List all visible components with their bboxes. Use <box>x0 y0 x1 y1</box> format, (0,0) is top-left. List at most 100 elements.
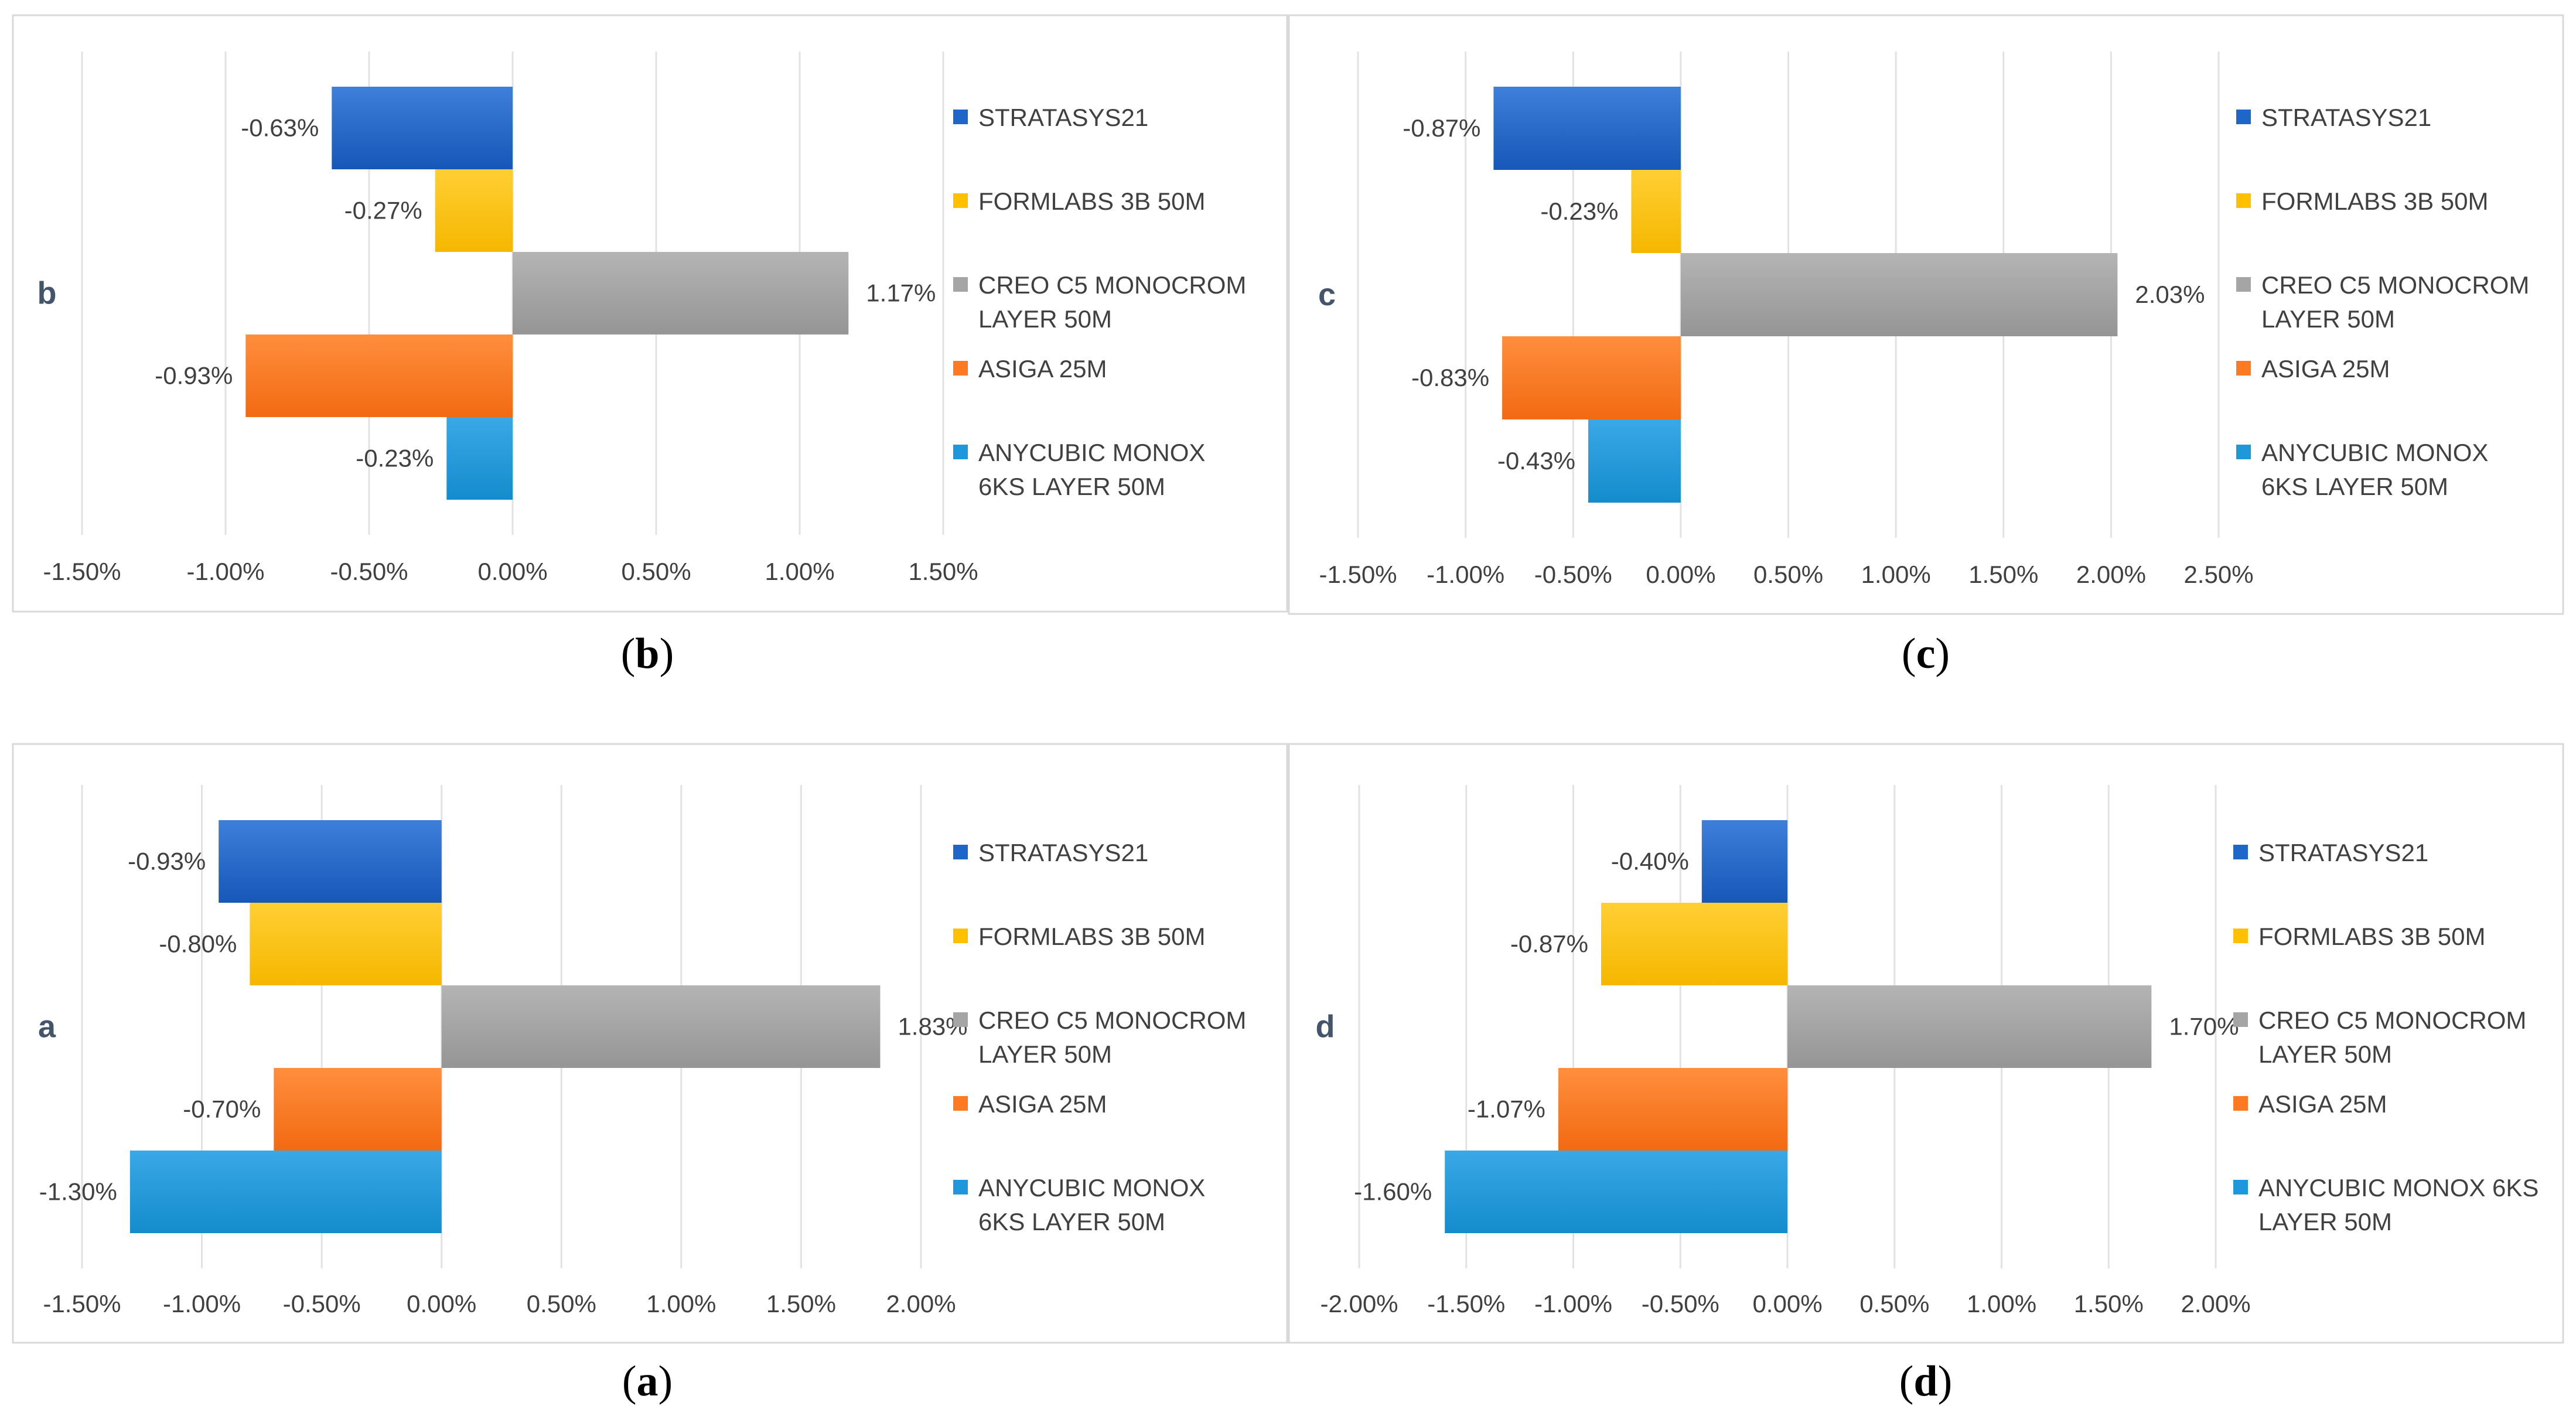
x-tick-label: 0.50% <box>621 558 691 585</box>
legend-entry: ASIGA 25M <box>978 1090 1107 1118</box>
bar-asiga-25m <box>274 1068 442 1151</box>
legend-entry: LAYER 50M <box>2261 305 2395 333</box>
legend-swatch <box>953 110 968 124</box>
legend-swatch <box>2236 445 2251 459</box>
bar-formlabs-3b-50m <box>435 169 513 252</box>
panel-letter: c <box>1318 277 1336 312</box>
legend-swatch <box>953 1180 968 1194</box>
x-tick-label: 2.00% <box>2181 1290 2250 1318</box>
legend-swatch <box>953 193 968 208</box>
x-tick-label: -1.00% <box>1534 1290 1612 1318</box>
legend-entry: CREO C5 MONOCROM <box>2258 1006 2526 1034</box>
bar-anycubic-monox-6ks-layer-50m <box>129 1151 442 1233</box>
legend-swatch <box>2233 1096 2248 1111</box>
legend-entry: ASIGA 25M <box>2261 355 2390 383</box>
data-label: -0.40% <box>1611 848 1689 875</box>
bar-stratasys21 <box>1493 87 1681 170</box>
x-tick-label: 0.00% <box>407 1290 476 1318</box>
x-tick-label: 1.50% <box>2074 1290 2144 1318</box>
legend-swatch <box>2236 110 2251 124</box>
legend-entry: STRATASYS21 <box>978 104 1148 131</box>
x-tick-label: -1.00% <box>163 1290 241 1318</box>
data-label: -1.07% <box>1468 1095 1545 1123</box>
bar-anycubic-monox-6ks-layer-50m <box>1445 1151 1787 1233</box>
x-tick-label: -1.50% <box>1319 561 1397 588</box>
panel-caption: (b) <box>621 630 674 678</box>
bar-creo-c5-monocrom-layer-50m <box>1680 253 2118 336</box>
bar-asiga-25m <box>1502 336 1681 419</box>
legend-swatch <box>2233 929 2248 943</box>
bar-anycubic-monox-6ks-layer-50m <box>446 417 513 500</box>
legend-entry: LAYER 50M <box>2258 1040 2392 1068</box>
legend-entry: STRATASYS21 <box>2258 839 2428 866</box>
data-label: -0.70% <box>183 1095 261 1123</box>
data-label: -0.93% <box>128 848 206 875</box>
chart-panel-b: -1.50% -1.00% -0.50% 0.00% 0.50% 1.00% 1.50% -0… <box>12 14 1288 678</box>
legend-swatch <box>2233 845 2248 859</box>
legend-entry: STRATASYS21 <box>978 839 1148 866</box>
data-label: -0.83% <box>1411 364 1489 391</box>
legend-entry: CREO C5 MONOCROM <box>978 1006 1246 1034</box>
data-label: 1.17% <box>866 279 936 307</box>
legend-swatch <box>953 277 968 292</box>
chart-panel-c: -1.50% -1.00% -0.50% 0.00% 0.50% 1.00% 1.50% 2.… <box>1288 14 2564 678</box>
x-tick-label: 2.00% <box>2076 561 2146 588</box>
legend-entry: LAYER 50M <box>2258 1208 2392 1235</box>
x-tick-label: 0.50% <box>527 1290 596 1318</box>
bar-creo-c5-monocrom-layer-50m <box>1787 985 2152 1068</box>
data-label: -0.63% <box>241 114 319 142</box>
legend-swatch <box>2233 1012 2248 1027</box>
legend-entry: STRATASYS21 <box>2261 104 2431 131</box>
legend-swatch <box>2233 1180 2248 1194</box>
data-label: -0.43% <box>1497 447 1575 475</box>
bar-stratasys21 <box>219 820 442 903</box>
legend-entry: CREO C5 MONOCROM <box>978 271 1246 299</box>
data-label: -1.30% <box>39 1178 117 1206</box>
legend-entry: FORMLABS 3B 50M <box>2258 923 2485 950</box>
bar-formlabs-3b-50m <box>250 903 442 985</box>
bar-creo-c5-monocrom-layer-50m <box>513 252 849 335</box>
legend-entry: 6KS LAYER 50M <box>2261 473 2448 500</box>
x-tick-label: 1.00% <box>646 1290 716 1318</box>
data-label: -0.87% <box>1403 114 1480 142</box>
legend-entry: ANYCUBIC MONOX <box>978 1174 1205 1202</box>
legend-swatch <box>2236 361 2251 376</box>
legend-swatch <box>2236 277 2251 292</box>
x-tick-label: 0.00% <box>477 558 547 585</box>
chart-panel-d: -2.00% -1.50% -1.00% -0.50% 0.00% 0.50% 1.00% 1… <box>1288 743 2564 1405</box>
x-tick-label: 1.50% <box>766 1290 836 1318</box>
x-tick-label: 2.00% <box>886 1290 956 1318</box>
x-tick-label: -1.50% <box>43 1290 121 1318</box>
legend-entry: LAYER 50M <box>978 305 1112 333</box>
bar-creo-c5-monocrom-layer-50m <box>441 985 881 1068</box>
x-tick-label: 0.00% <box>1752 1290 1822 1318</box>
data-label: -0.87% <box>1510 930 1588 958</box>
data-label: -0.27% <box>344 197 422 224</box>
legend-entry: FORMLABS 3B 50M <box>978 187 1205 215</box>
data-label: 2.03% <box>2135 281 2205 308</box>
legend-entry: ANYCUBIC MONOX 6KS <box>2258 1174 2539 1202</box>
x-tick-label: 1.00% <box>765 558 834 585</box>
panel-letter: b <box>37 276 57 311</box>
x-tick-label: -0.50% <box>1642 1290 1719 1318</box>
legend-swatch <box>953 929 968 943</box>
data-label: -1.60% <box>1354 1178 1432 1206</box>
legend-swatch <box>2236 193 2251 208</box>
x-tick-label: 2.50% <box>2183 561 2253 588</box>
chart-panel-a: -1.50% -1.00% -0.50% 0.00% 0.50% 1.00% 1.50% 2.… <box>12 743 1288 1405</box>
legend-entry: FORMLABS 3B 50M <box>2261 187 2488 215</box>
data-label: -0.23% <box>356 445 434 472</box>
legend-swatch <box>953 1096 968 1111</box>
legend-entry: ANYCUBIC MONOX <box>2261 439 2488 466</box>
x-tick-label: 1.00% <box>1967 1290 2036 1318</box>
panel-caption: (c) <box>1902 630 1950 678</box>
legend-entry: ASIGA 25M <box>2258 1090 2387 1118</box>
legend-entry: 6KS LAYER 50M <box>978 1208 1165 1235</box>
legend-entry: FORMLABS 3B 50M <box>978 923 1205 950</box>
x-tick-label: 1.50% <box>1968 561 2038 588</box>
legend-entry: LAYER 50M <box>978 1040 1112 1068</box>
x-tick-label: -1.50% <box>43 558 121 585</box>
legend-swatch <box>953 845 968 859</box>
panel-caption: (a) <box>622 1357 673 1405</box>
